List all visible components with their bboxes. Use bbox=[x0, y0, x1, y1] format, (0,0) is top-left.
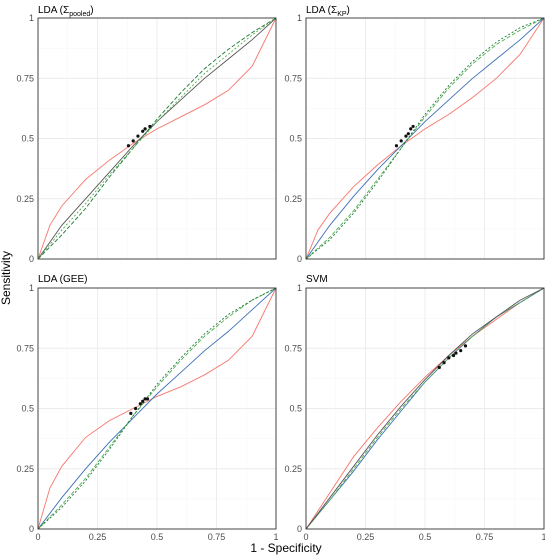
series-line-blue bbox=[305, 17, 545, 260]
x-tick-label: 0 bbox=[35, 532, 40, 542]
operating-point bbox=[411, 124, 415, 129]
operating-point bbox=[141, 129, 145, 133]
panel-2: 0 0.25 0.5 0.75 1 0 0.25 0.5 0.75 1 bbox=[16, 283, 278, 542]
operating-point bbox=[131, 139, 135, 143]
operating-point bbox=[399, 139, 403, 143]
panel-frame bbox=[305, 287, 545, 530]
series-line-darkgreen bbox=[37, 287, 277, 530]
operating-point bbox=[463, 344, 468, 348]
y-tick-label: 0 bbox=[297, 254, 302, 264]
x-tick-label: 0.75 bbox=[476, 532, 494, 542]
y-tick-label: 1 bbox=[297, 13, 302, 23]
y-tick-label: 0.25 bbox=[284, 194, 302, 204]
series-line-darkgreen bbox=[305, 17, 545, 260]
y-tick-label: 0.25 bbox=[284, 464, 302, 474]
operating-point bbox=[459, 349, 463, 353]
panel-title-lda-gee: LDA (GEE) bbox=[38, 274, 87, 285]
series-line-blue bbox=[37, 287, 277, 530]
series-line-green bbox=[37, 17, 277, 260]
series-line-gray bbox=[305, 287, 545, 530]
y-tick-label: 0.5 bbox=[289, 134, 302, 144]
y-tick-label: 0.5 bbox=[289, 404, 302, 414]
y-tick-label: 1 bbox=[29, 13, 34, 23]
series-line-darkgreen bbox=[37, 17, 277, 260]
operating-point bbox=[145, 397, 150, 401]
y-tick-label: 0 bbox=[29, 254, 34, 264]
x-tick-label: 1 bbox=[541, 532, 545, 542]
series-line-red bbox=[37, 287, 277, 530]
x-tick-label: 0.5 bbox=[419, 532, 432, 542]
y-tick-label: 0.75 bbox=[16, 73, 34, 83]
operating-point bbox=[451, 353, 456, 358]
y-tick-label: 0.25 bbox=[16, 194, 34, 204]
operating-point bbox=[148, 124, 152, 129]
x-tick-label: 0.25 bbox=[357, 532, 375, 542]
operating-point bbox=[447, 356, 451, 360]
y-tick-label: 0 bbox=[297, 524, 302, 534]
series-line-green bbox=[305, 287, 545, 530]
operating-point bbox=[454, 351, 458, 355]
x-axis-title: 1 - Specificity bbox=[250, 541, 321, 555]
operating-point bbox=[143, 127, 147, 131]
panel-frame bbox=[37, 17, 277, 260]
y-tick-label: 0.75 bbox=[284, 73, 302, 83]
panel-1: 0 0.25 0.5 0.75 1 bbox=[284, 13, 545, 264]
x-tick-label: 0.5 bbox=[151, 532, 164, 542]
panel-frame bbox=[37, 287, 277, 530]
panel-frame bbox=[305, 17, 545, 260]
y-tick-label: 0.5 bbox=[21, 134, 34, 144]
operating-point bbox=[133, 406, 138, 411]
series-line-green bbox=[37, 287, 277, 530]
x-tick-label: 0.75 bbox=[208, 532, 226, 542]
series-line-green bbox=[305, 17, 545, 260]
y-axis-title: Sensitivity bbox=[0, 251, 13, 305]
y-tick-label: 0 bbox=[29, 524, 34, 534]
panel-title-lda-kp: LDA (ΣKP) bbox=[306, 5, 350, 18]
operating-point bbox=[141, 399, 145, 403]
panel-title-lda-pooled: LDA (Σpooled) bbox=[38, 5, 94, 18]
panels-group: 00.250.50.75100.250.50.75100.250.50.7510… bbox=[16, 13, 545, 542]
y-tick-label: 1 bbox=[29, 283, 34, 293]
panel-title-svm: SVM bbox=[306, 274, 328, 285]
x-tick-label: 0.25 bbox=[89, 532, 107, 542]
operating-point bbox=[126, 144, 131, 148]
y-tick-label: 0.75 bbox=[284, 343, 302, 353]
operating-point bbox=[442, 361, 446, 365]
panel-3: 0 0.25 0.5 0.75 1 0 0.25 0.5 0.75 1 bbox=[284, 283, 545, 542]
series-line-red bbox=[305, 17, 545, 260]
y-tick-label: 1 bbox=[297, 283, 302, 293]
operating-point bbox=[136, 134, 140, 138]
operating-point bbox=[394, 144, 399, 148]
y-tick-label: 0.25 bbox=[16, 464, 34, 474]
series-line-red bbox=[37, 17, 277, 260]
operating-point bbox=[129, 411, 133, 415]
operating-point bbox=[409, 127, 413, 131]
operating-point bbox=[437, 365, 441, 370]
operating-point bbox=[138, 402, 142, 406]
y-tick-label: 0.5 bbox=[21, 404, 34, 414]
series-line-red bbox=[305, 287, 545, 530]
x-tick-label: 0 bbox=[303, 532, 308, 542]
operating-point bbox=[406, 132, 410, 136]
panel-0: 0 0.25 0.5 0.75 1 bbox=[16, 13, 277, 264]
x-tick-label: 1 bbox=[273, 532, 278, 542]
operating-point bbox=[143, 397, 147, 401]
y-tick-label: 0.75 bbox=[16, 343, 34, 353]
operating-point bbox=[404, 134, 408, 138]
